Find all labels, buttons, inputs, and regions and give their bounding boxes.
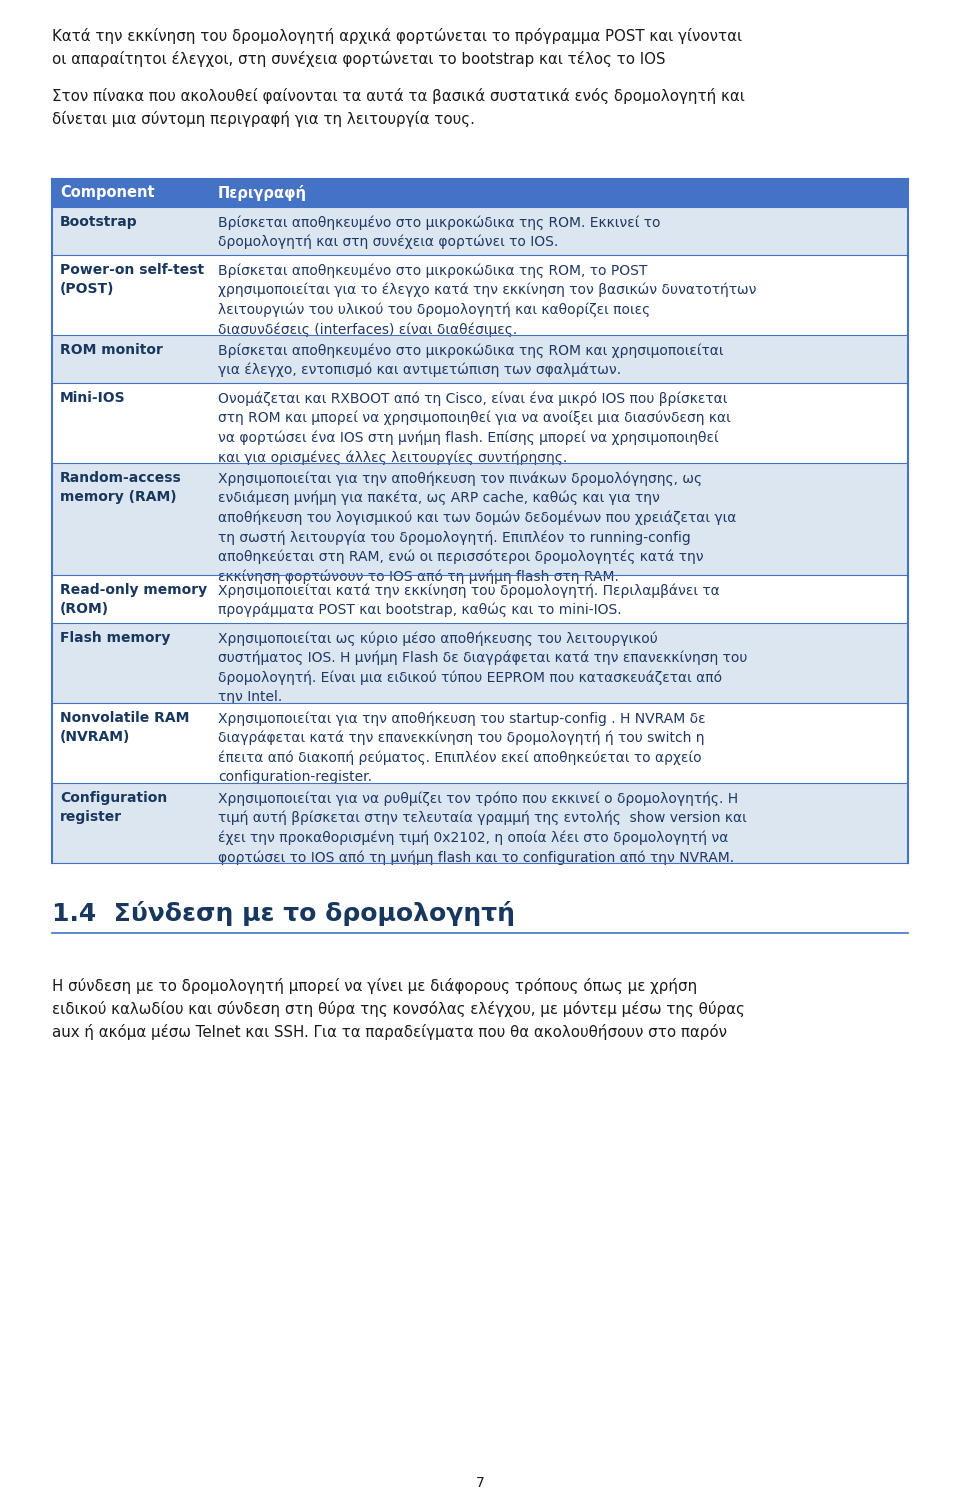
Text: Power-on self-test
(POST): Power-on self-test (POST) (60, 264, 204, 295)
Text: Βρίσκεται αποθηκευμένο στο μικροκώδικα της ROM. Εκκινεί το
δρομολογητή και στη σ: Βρίσκεται αποθηκευμένο στο μικροκώδικα τ… (218, 216, 660, 249)
Bar (52, 622, 908, 702)
Text: Ονομάζεται και RXBOOT από τη Cisco, είναι ένα μικρό IOS που βρίσκεται
στη ROM κα: Ονομάζεται και RXBOOT από τη Cisco, είνα… (218, 390, 731, 464)
Bar (52, 702, 908, 784)
Bar (52, 179, 908, 206)
Text: Component: Component (60, 185, 155, 200)
Bar (52, 463, 908, 576)
Text: ROM monitor: ROM monitor (60, 344, 163, 357)
Bar (52, 335, 908, 383)
Text: Βρίσκεται αποθηκευμένο στο μικροκώδικα της ROM, το POST
χρησιμοποιείται για το έ: Βρίσκεται αποθηκευμένο στο μικροκώδικα τ… (218, 264, 756, 336)
Text: Βρίσκεται αποθηκευμένο στο μικροκώδικα της ROM και χρησιμοποιείται
για έλεγχο, ε: Βρίσκεται αποθηκευμένο στο μικροκώδικα τ… (218, 344, 724, 377)
Text: 7: 7 (475, 1475, 485, 1490)
Bar (52, 784, 908, 864)
Bar (52, 383, 908, 463)
Text: Χρησιμοποιείται ως κύριο μέσο αποθήκευσης του λειτουργικού
συστήματος IOS. Η μνή: Χρησιμοποιείται ως κύριο μέσο αποθήκευση… (218, 631, 748, 704)
Text: Nonvolatile RAM
(NVRAM): Nonvolatile RAM (NVRAM) (60, 711, 189, 744)
Text: Configuration
register: Configuration register (60, 791, 167, 824)
Text: Χρησιμοποιείται για να ρυθμίζει τον τρόπο που εκκινεί ο δρομολογητής. Η
τιμή αυτ: Χρησιμοποιείται για να ρυθμίζει τον τρόπ… (218, 791, 747, 865)
Bar (52, 255, 908, 335)
Text: Η σύνδεση με το δρομολογητή μπορεί να γίνει με διάφορους τρόπους όπως με χρήση
ε: Η σύνδεση με το δρομολογητή μπορεί να γί… (52, 978, 745, 1040)
Text: Χρησιμοποιείται κατά την εκκίνηση του δρομολογητή. Περιλαμβάνει τα
προγράμματα P: Χρησιμοποιείται κατά την εκκίνηση του δρ… (218, 583, 720, 618)
Bar (52, 576, 908, 622)
Text: Read-only memory
(ROM): Read-only memory (ROM) (60, 583, 207, 616)
Text: Περιγραφή: Περιγραφή (218, 185, 307, 200)
Text: 1.4  Σύνδεση με το δρομολογητή: 1.4 Σύνδεση με το δρομολογητή (52, 901, 515, 925)
Text: Mini-IOS: Mini-IOS (60, 390, 126, 405)
Text: Κατά την εκκίνηση του δρομολογητή αρχικά φορτώνεται το πρόγραμμα POST και γίνοντ: Κατά την εκκίνηση του δρομολογητή αρχικά… (52, 29, 742, 68)
Text: Random-access
memory (RAM): Random-access memory (RAM) (60, 472, 181, 503)
Text: Bootstrap: Bootstrap (60, 216, 137, 229)
Bar (52, 206, 908, 255)
Text: Χρησιμοποιείται για την αποθήκευση τον πινάκων δρομολόγησης, ως
ενδιάμεση μνήμη : Χρησιμοποιείται για την αποθήκευση τον π… (218, 472, 736, 583)
Text: Flash memory: Flash memory (60, 631, 170, 645)
Text: Στον πίνακα που ακολουθεί φαίνονται τα αυτά τα βασικά συστατικά ενός δρομολογητή: Στον πίνακα που ακολουθεί φαίνονται τα α… (52, 87, 745, 127)
Text: Χρησιμοποιείται για την αποθήκευση του startup-config . Η NVRAM δε
διαγράφεται κ: Χρησιμοποιείται για την αποθήκευση του s… (218, 711, 706, 784)
